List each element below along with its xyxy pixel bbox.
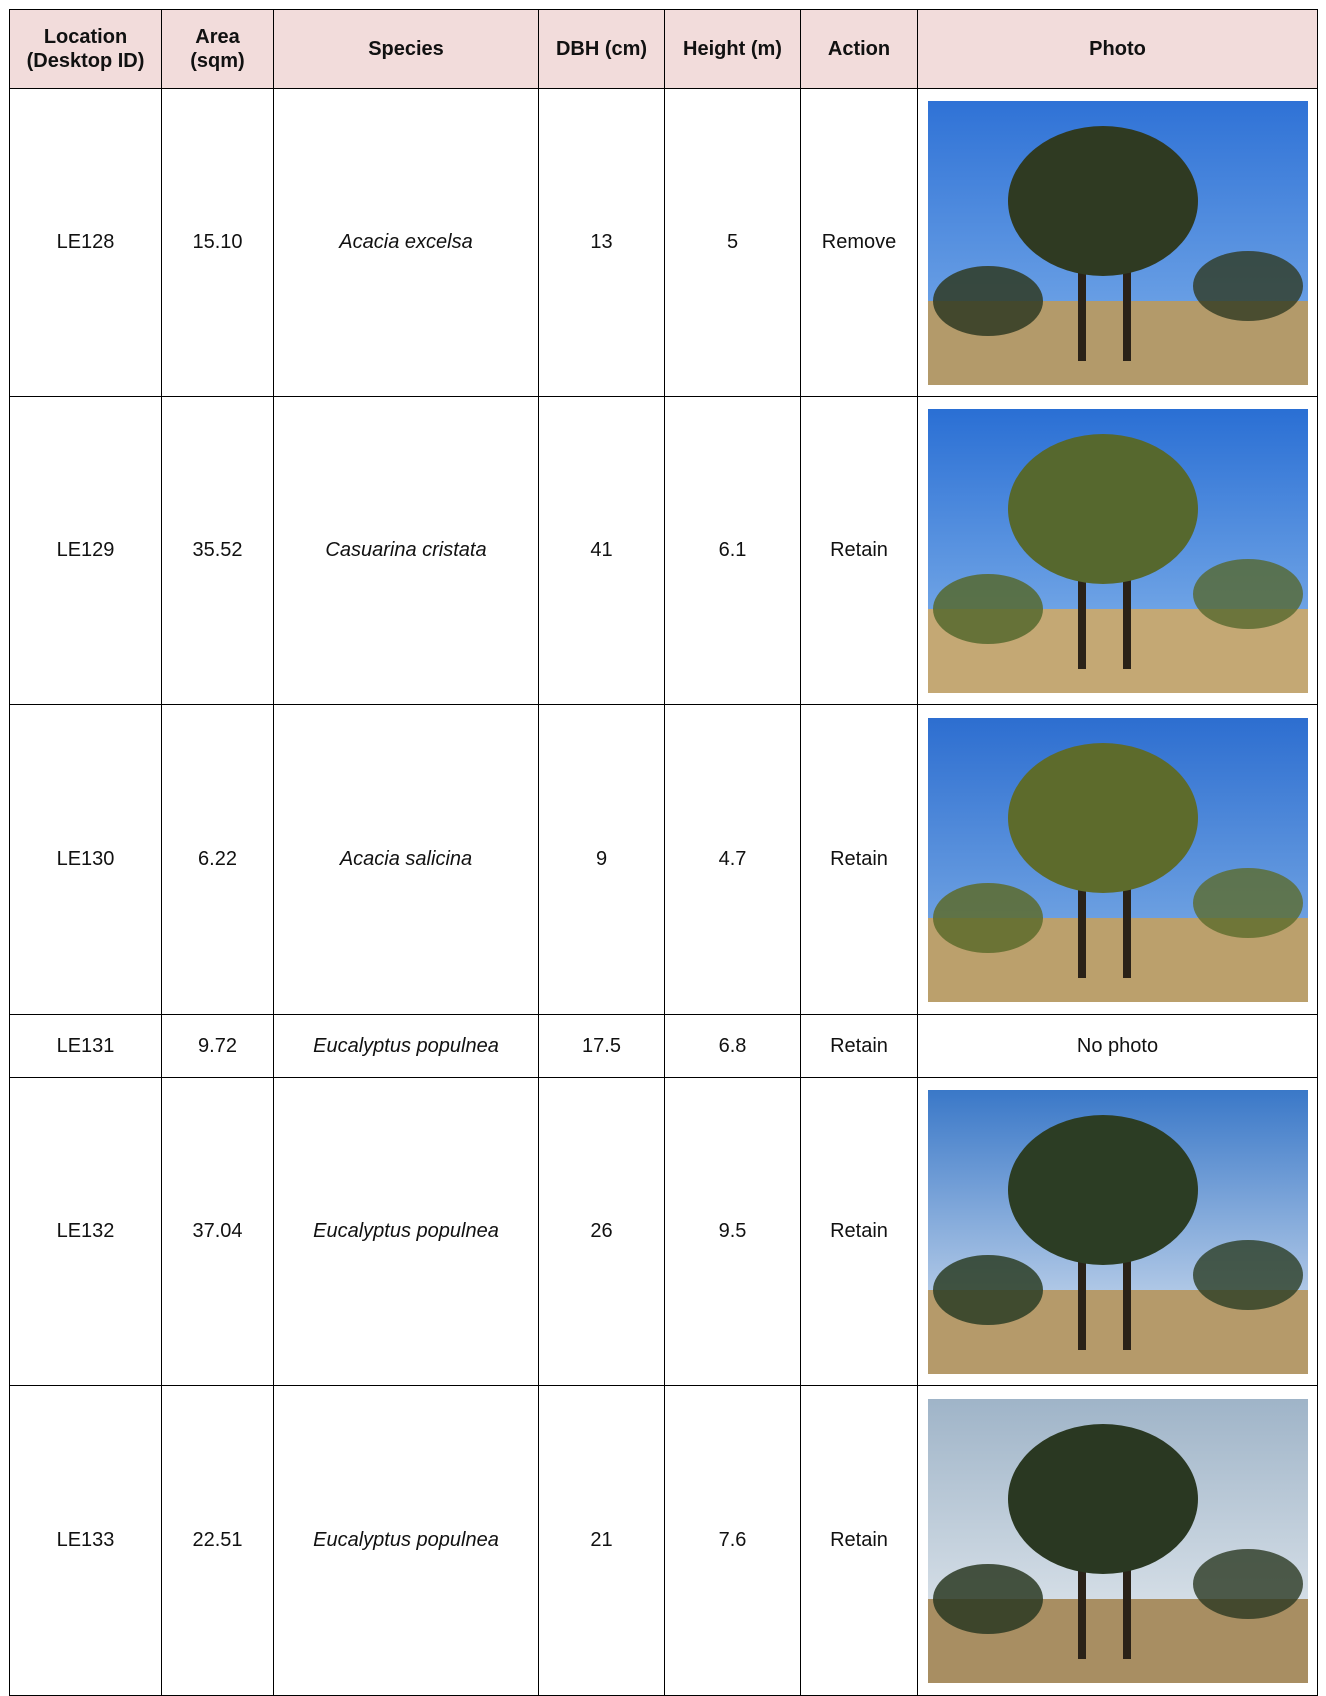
table-cell: 4.7 — [664, 704, 801, 1015]
photo-cell — [917, 1385, 1318, 1696]
table-cell: 9.5 — [664, 1077, 801, 1386]
table-cell: Retain — [800, 1385, 918, 1696]
table-cell: 41 — [538, 396, 665, 705]
column-header: Height (m) — [664, 9, 801, 89]
table-cell: Eucalyptus populnea — [273, 1014, 539, 1078]
table-cell: Retain — [800, 1014, 918, 1078]
table-cell: Casuarina cristata — [273, 396, 539, 705]
table-cell: 5 — [664, 88, 801, 397]
photo-cell — [917, 396, 1318, 705]
table-row: LE129 35.52 Casuarina cristata 41 6.1 Retain — [9, 396, 1318, 705]
table-cell: 9 — [538, 704, 665, 1015]
table-cell: LE129 — [9, 396, 162, 705]
photo-cell — [917, 88, 1318, 397]
table-row: LE131 9.72 Eucalyptus populnea 17.5 6.8 Retai… — [9, 1014, 1318, 1078]
table-cell: LE133 — [9, 1385, 162, 1696]
photo — [928, 100, 1308, 385]
column-header: Photo — [917, 9, 1318, 89]
table-cell: LE128 — [9, 88, 162, 397]
table-cell: 13 — [538, 88, 665, 397]
photo-cell — [917, 1077, 1318, 1386]
table-cell: Acacia excelsa — [273, 88, 539, 397]
photo-cell — [917, 704, 1318, 1015]
table-cell: Remove — [800, 88, 918, 397]
table-cell: 7.6 — [664, 1385, 801, 1696]
table-cell: 37.04 — [161, 1077, 274, 1386]
photo — [928, 717, 1308, 1002]
column-header: Species — [273, 9, 539, 89]
column-header: Location (Desktop ID) — [9, 9, 162, 89]
table-cell: Retain — [800, 704, 918, 1015]
table-cell: LE131 — [9, 1014, 162, 1078]
table-row: LE133 22.51 Eucalyptus populnea 21 7.6 Retain — [9, 1385, 1318, 1696]
table-body: LE128 15.10 Acacia excelsa 13 5 Remove LE129 3… — [9, 88, 1318, 1696]
photo — [928, 408, 1308, 693]
column-header: Area (sqm) — [161, 9, 274, 89]
table-row: LE128 15.10 Acacia excelsa 13 5 Remove — [9, 88, 1318, 397]
table-cell: 6.22 — [161, 704, 274, 1015]
tree-table: Location (Desktop ID) Area (sqm) Species DB… — [9, 9, 1318, 1696]
table-row: LE130 6.22 Acacia salicina 9 4.7 Retain — [9, 704, 1318, 1015]
table-cell: 15.10 — [161, 88, 274, 397]
column-header: DBH (cm) — [538, 9, 665, 89]
column-header: Action — [800, 9, 918, 89]
table-cell: 22.51 — [161, 1385, 274, 1696]
table-cell: Retain — [800, 1077, 918, 1386]
table-cell: 35.52 — [161, 396, 274, 705]
table-cell: LE132 — [9, 1077, 162, 1386]
table-cell: 9.72 — [161, 1014, 274, 1078]
table-cell: Eucalyptus populnea — [273, 1077, 539, 1386]
table-cell: 26 — [538, 1077, 665, 1386]
table-cell: 21 — [538, 1385, 665, 1696]
table-cell: Retain — [800, 396, 918, 705]
photo — [928, 1398, 1308, 1683]
table-cell: 17.5 — [538, 1014, 665, 1078]
table-row: LE132 37.04 Eucalyptus populnea 26 9.5 Retain — [9, 1077, 1318, 1386]
table-cell: 6.8 — [664, 1014, 801, 1078]
table-cell: 6.1 — [664, 396, 801, 705]
photo-cell: No photo — [917, 1014, 1318, 1078]
table-cell: Acacia salicina — [273, 704, 539, 1015]
photo — [928, 1089, 1308, 1374]
table-cell: LE130 — [9, 704, 162, 1015]
header-row: Location (Desktop ID) Area (sqm) Species DB… — [9, 9, 1318, 89]
table-cell: Eucalyptus populnea — [273, 1385, 539, 1696]
